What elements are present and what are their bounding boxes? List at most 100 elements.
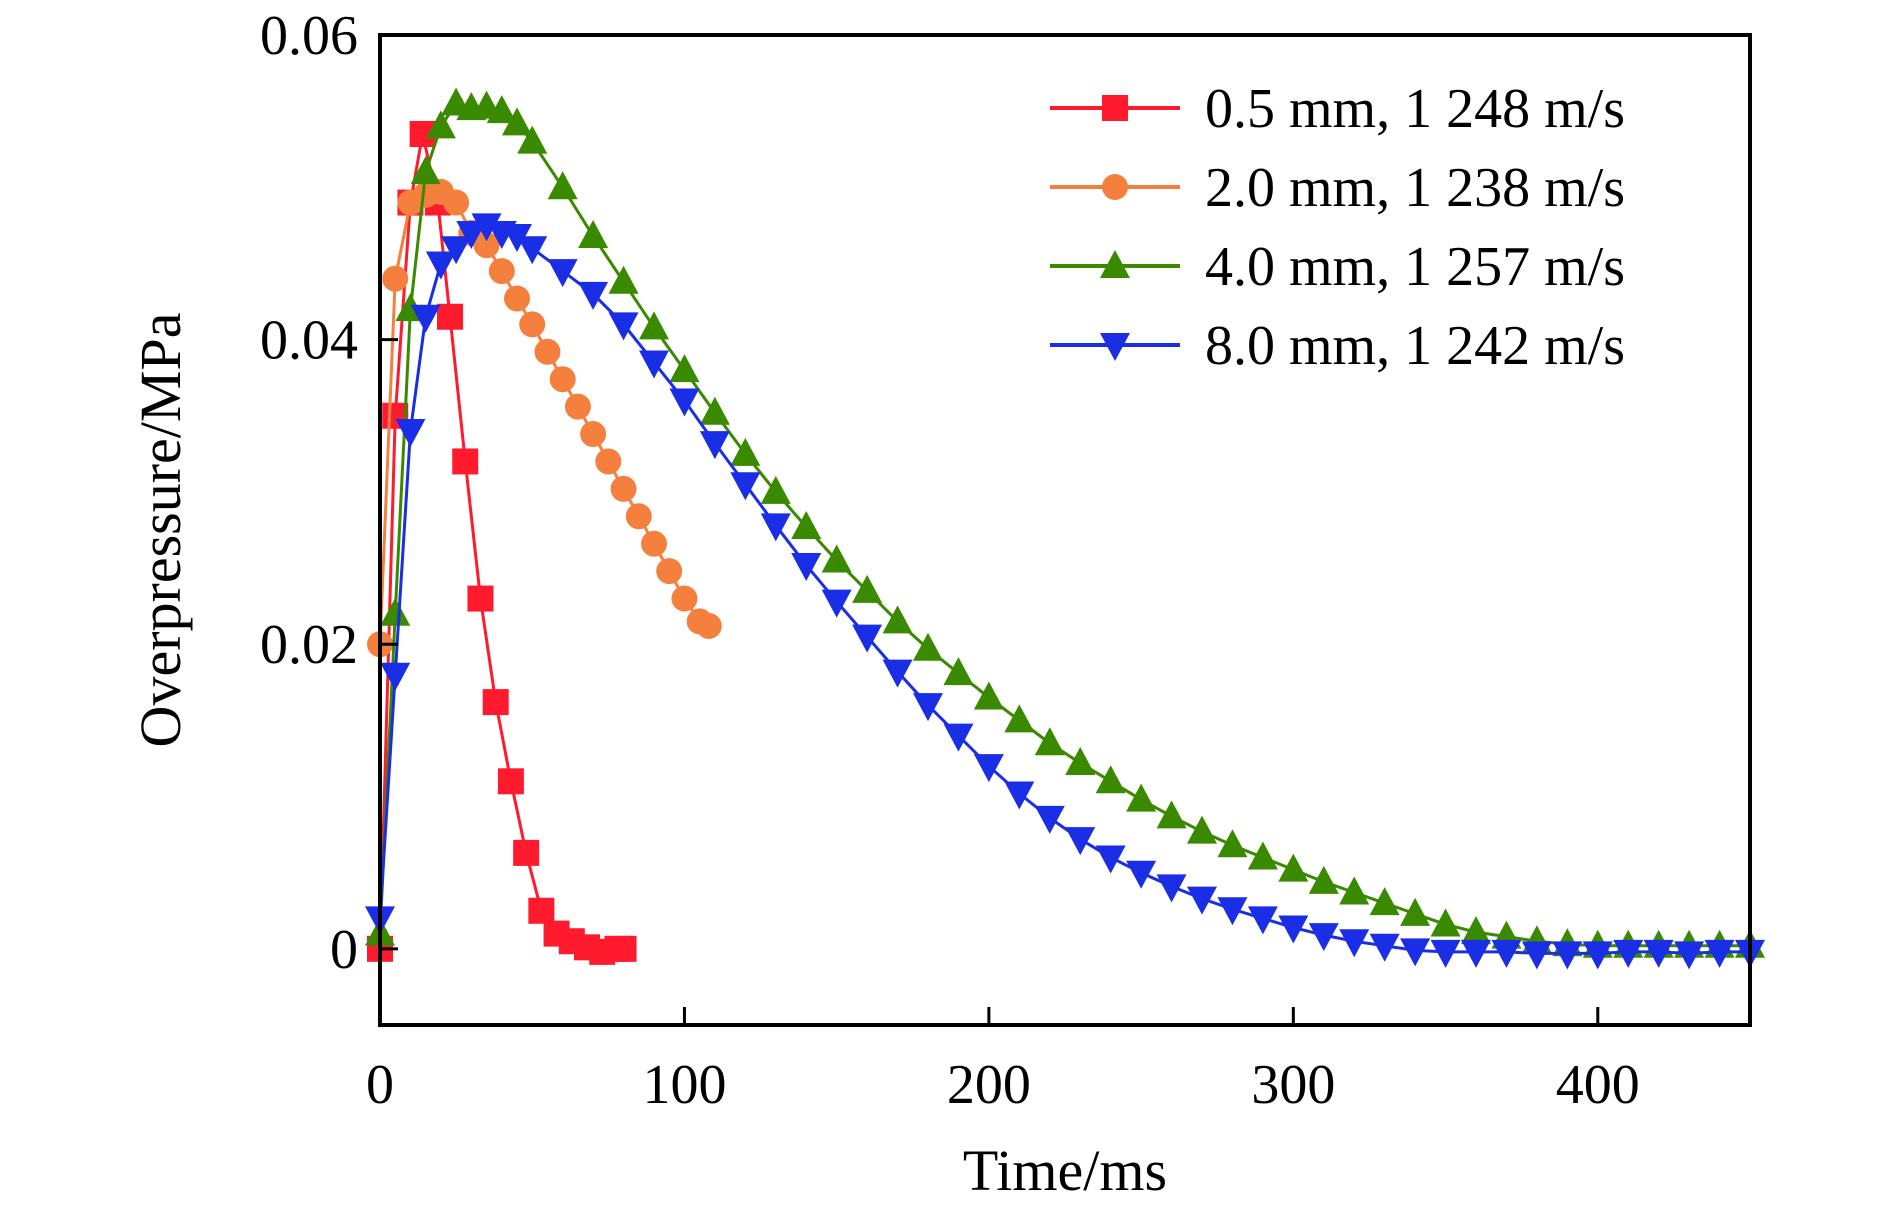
y-tick-label: 0.04 (260, 310, 358, 372)
data-point (1034, 727, 1065, 756)
data-point (669, 354, 700, 383)
data-point (1034, 805, 1065, 834)
data-point (1430, 939, 1461, 968)
data-point (380, 597, 411, 626)
legend-label: 4.0 mm, 1 257 m/s (1205, 236, 1625, 298)
data-point (595, 448, 622, 475)
data-point (1278, 853, 1309, 882)
x-tick-label: 0 (366, 1054, 394, 1116)
data-point (425, 251, 456, 280)
data-point (1339, 876, 1370, 905)
data-point (730, 472, 761, 501)
x-tick-label: 100 (642, 1054, 726, 1116)
data-point (669, 388, 700, 417)
data-point (482, 689, 509, 716)
data-point (608, 312, 639, 341)
data-point (1430, 908, 1461, 937)
data-point (821, 544, 852, 573)
data-point (882, 659, 913, 688)
legend: 0.5 mm, 1 248 m/s 2.0 mm, 1 238 m/s 4.0 mm… (1050, 78, 1625, 377)
legend-entry: 0.5 mm, 1 248 m/s (1050, 78, 1625, 140)
x-tick-label: 300 (1251, 1054, 1335, 1116)
data-point (760, 475, 791, 504)
data-point (1308, 923, 1339, 952)
data-point (497, 768, 524, 795)
data-point (1095, 765, 1126, 794)
data-point (1461, 916, 1491, 945)
legend-marker (1102, 174, 1128, 200)
data-point (467, 585, 494, 612)
data-point (471, 213, 502, 242)
data-point (1247, 841, 1278, 870)
data-point (578, 281, 609, 310)
data-point (1400, 938, 1431, 967)
legend-label: 2.0 mm, 1 238 m/s (1205, 157, 1625, 219)
x-tick-label: 400 (1556, 1054, 1640, 1116)
data-point (1126, 783, 1157, 812)
data-point (1065, 827, 1096, 856)
data-point (1095, 845, 1126, 874)
data-point (547, 171, 578, 200)
legend-entry: 8.0 mm, 1 242 m/s (1050, 315, 1625, 377)
data-point (852, 624, 883, 653)
axis-ticks: 0 100 200 300 400 0 0.02 0.04 0.06 (260, 5, 1640, 1116)
data-point (473, 232, 500, 259)
data-point (1156, 800, 1187, 829)
data-point (395, 419, 426, 447)
data-point (973, 681, 1004, 710)
data-point (1004, 781, 1035, 810)
data-point (1521, 941, 1552, 970)
data-point (513, 839, 540, 866)
data-point (1308, 865, 1339, 894)
data-point (1491, 939, 1522, 968)
data-point (730, 437, 761, 466)
data-point (1369, 933, 1400, 962)
data-point (452, 448, 479, 475)
data-point (380, 662, 411, 691)
x-axis-label: Time/ms (963, 1138, 1167, 1203)
data-point (610, 475, 637, 502)
data-point (913, 632, 943, 661)
data-point (549, 366, 576, 393)
data-point (656, 558, 683, 585)
data-point (502, 224, 532, 253)
data-point (1461, 939, 1491, 968)
y-axis-label: Overpressure/MPa (128, 313, 193, 748)
data-point (1187, 886, 1217, 915)
data-point (437, 303, 464, 330)
data-point (671, 585, 698, 612)
data-point (410, 156, 441, 185)
data-point (641, 530, 667, 557)
data-point (1187, 815, 1217, 844)
data-point (1156, 874, 1187, 903)
data-point (639, 311, 669, 340)
data-point (639, 350, 669, 379)
data-point (821, 589, 852, 618)
data-point (1643, 939, 1674, 968)
data-point (882, 605, 913, 634)
legend-label: 0.5 mm, 1 248 m/s (1205, 78, 1625, 140)
data-point (1704, 939, 1735, 968)
legend-entry: 2.0 mm, 1 238 m/s (1050, 157, 1625, 219)
legend-marker (1100, 333, 1130, 361)
legend-marker (1102, 95, 1128, 121)
y-tick-label: 0.02 (260, 614, 358, 676)
data-point (1674, 941, 1705, 970)
data-point (580, 421, 607, 448)
x-tick-label: 200 (947, 1054, 1031, 1116)
data-point (517, 125, 548, 154)
data-point (502, 107, 532, 136)
data-point (456, 221, 487, 249)
data-point (608, 265, 639, 294)
data-point (1217, 897, 1248, 926)
data-point (699, 431, 730, 460)
y-tick-label: 0 (330, 919, 358, 981)
data-point (913, 693, 943, 722)
plot-frame (378, 33, 1752, 1027)
data-point (760, 513, 791, 542)
data-point (425, 110, 456, 139)
data-point (1613, 939, 1644, 968)
series-layer (365, 87, 1765, 970)
data-point (1217, 829, 1248, 858)
data-point (519, 311, 546, 338)
